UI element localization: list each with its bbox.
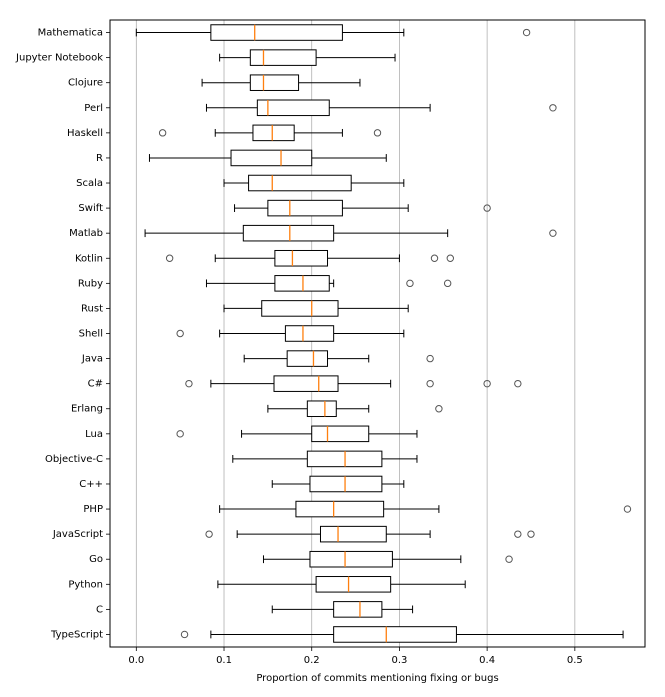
ytick-label: Ruby: [78, 278, 103, 289]
box-16: [177, 426, 417, 442]
ytick-label: JavaScript: [52, 529, 103, 540]
ytick-label: PHP: [83, 504, 103, 515]
outlier-point: [528, 531, 534, 537]
outlier-point: [427, 380, 433, 386]
xtick-label: 0.4: [479, 655, 495, 666]
box-0: [136, 25, 529, 41]
outlier-point: [515, 531, 521, 537]
ytick-label: Python: [68, 579, 103, 590]
x-axis-label: Proportion of commits mentioning fixing …: [256, 673, 498, 684]
outlier-point: [407, 280, 413, 286]
box-4: [159, 125, 380, 141]
ytick-label: Haskell: [67, 128, 103, 139]
xtick-label: 0.2: [304, 655, 320, 666]
outlier-point: [515, 380, 521, 386]
box-21: [263, 551, 512, 567]
box-9: [166, 250, 453, 266]
outlier-point: [427, 355, 433, 361]
xtick-label: 0.3: [391, 655, 407, 666]
box-6: [224, 175, 404, 191]
outlier-point: [166, 255, 172, 261]
outlier-point: [177, 330, 183, 336]
outlier-point: [159, 130, 165, 136]
box-2: [202, 75, 360, 91]
box-5: [149, 150, 386, 166]
outlier-point: [506, 556, 512, 562]
outlier-point: [431, 255, 437, 261]
ytick-label: Kotlin: [75, 253, 103, 264]
box-8: [145, 225, 556, 241]
ytick-label: Lua: [85, 429, 103, 440]
ytick-label: Clojure: [68, 78, 103, 89]
ytick-label: R: [96, 153, 103, 164]
ytick-label: Swift: [78, 203, 103, 214]
ytick-label: Erlang: [71, 404, 103, 415]
outlier-point: [550, 230, 556, 236]
box-3: [206, 100, 556, 116]
outlier-point: [444, 280, 450, 286]
box-10: [206, 276, 450, 292]
outlier-point: [206, 531, 212, 537]
box-24: [181, 627, 623, 643]
xtick-label: 0.0: [128, 655, 144, 666]
box-11: [224, 301, 408, 317]
ytick-label: C++: [79, 479, 103, 490]
outlier-point: [374, 130, 380, 136]
xtick-label: 0.1: [216, 655, 232, 666]
ytick-label: TypeScript: [50, 629, 103, 640]
outlier-point: [523, 29, 529, 35]
xtick-label: 0.5: [567, 655, 583, 666]
box-1: [220, 50, 395, 66]
outlier-point: [177, 431, 183, 437]
outlier-point: [550, 105, 556, 111]
box-20: [206, 526, 534, 542]
ytick-label: Shell: [79, 329, 103, 340]
ytick-label: Mathematica: [38, 28, 103, 39]
ytick-label: Go: [89, 554, 103, 565]
ytick-label: Rust: [81, 303, 103, 314]
outlier-point: [436, 406, 442, 412]
ytick-label: C#: [88, 379, 103, 390]
boxplot-chart: 0.0 0.1 0.2 0.3 0.4 0.5 Proportion of commits …: [0, 0, 665, 697]
ytick-label: Java: [81, 354, 103, 365]
outlier-point: [447, 255, 453, 261]
box-15: [268, 401, 442, 417]
box-7: [235, 200, 491, 216]
box-19: [220, 501, 631, 517]
box-17: [233, 451, 417, 467]
ytick-label: Scala: [76, 178, 103, 189]
outlier-point: [181, 631, 187, 637]
box-22: [218, 577, 465, 593]
ytick-label: Jupyter Notebook: [15, 53, 103, 64]
box-23: [272, 602, 412, 618]
box-13: [244, 351, 433, 367]
box-14: [186, 376, 521, 392]
ytick-label: C: [96, 604, 103, 615]
outlier-point: [186, 380, 192, 386]
ytick-label: Matlab: [69, 228, 103, 239]
box-12: [177, 326, 404, 342]
ytick-label: Perl: [84, 103, 103, 114]
box-18: [272, 476, 404, 492]
outlier-point: [624, 506, 630, 512]
ytick-label: Objective-C: [45, 454, 103, 465]
